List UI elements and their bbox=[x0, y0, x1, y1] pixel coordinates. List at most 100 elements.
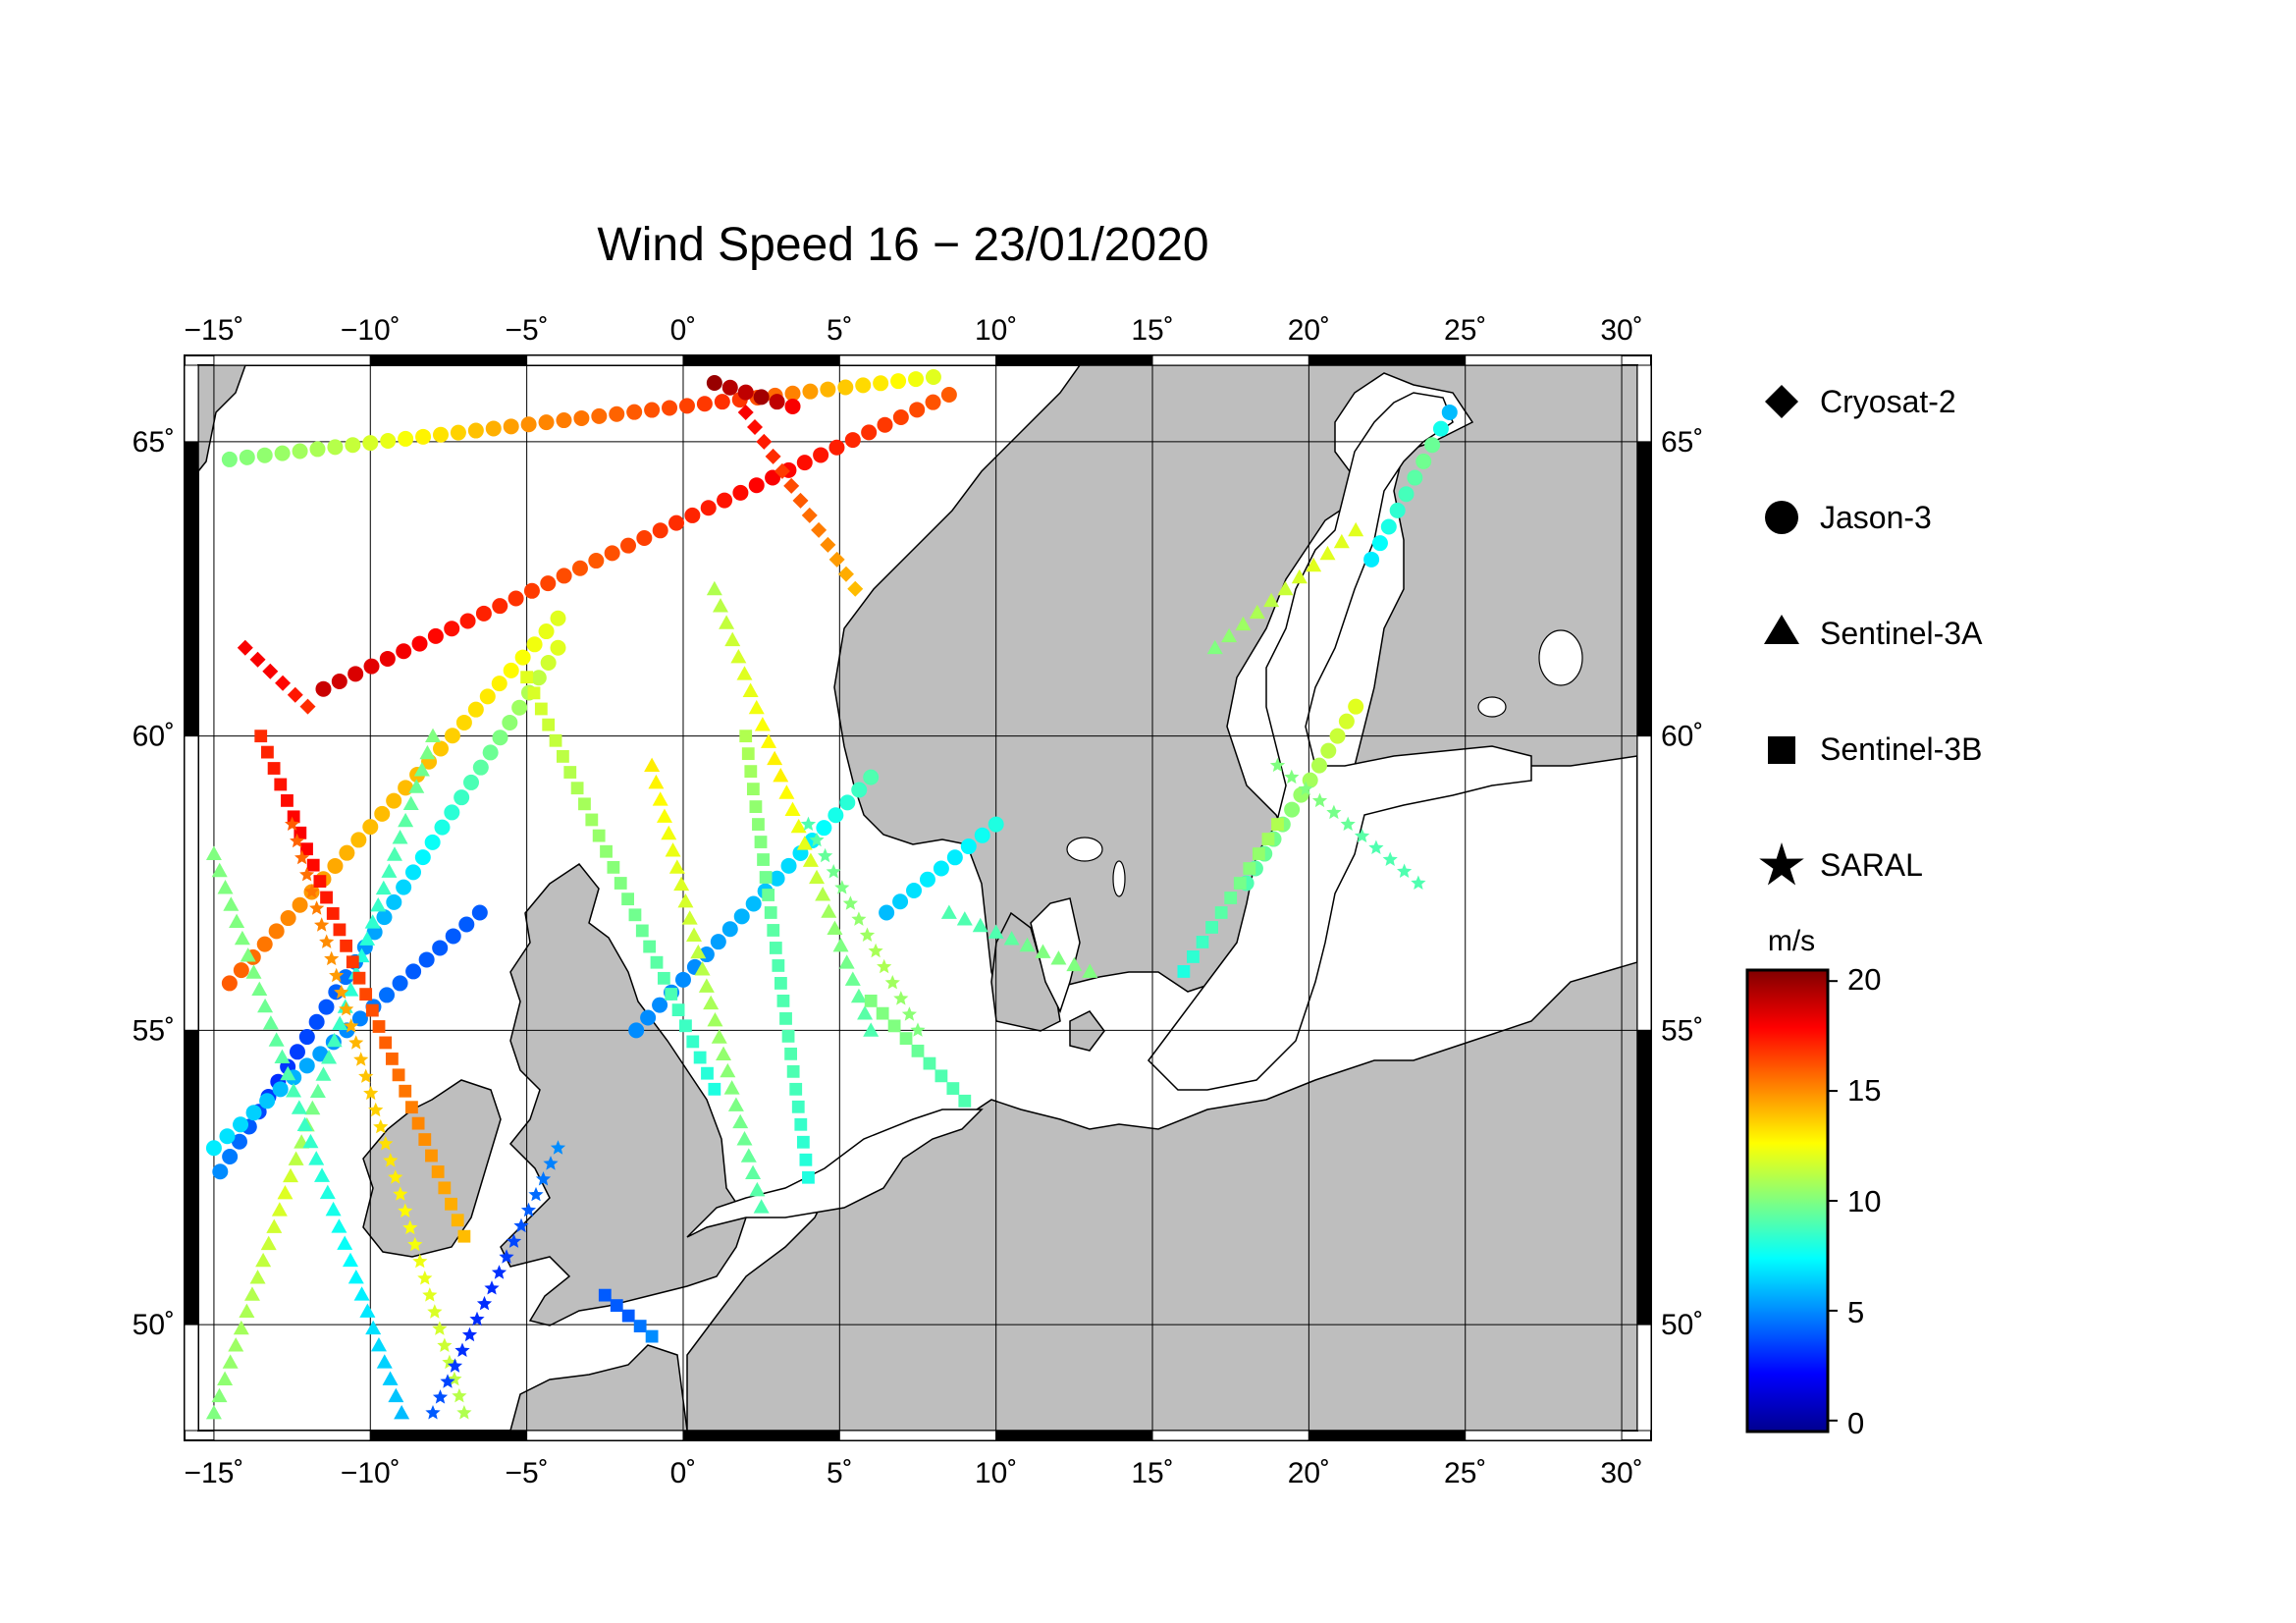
data-point-cryosat-2 bbox=[765, 448, 781, 464]
data-point-sentinel-3a bbox=[249, 1270, 266, 1284]
data-point-jason-3 bbox=[828, 439, 845, 456]
data-point-sentinel-3b bbox=[799, 1153, 813, 1166]
lon-tick-label-top: 15˚ bbox=[1131, 314, 1173, 347]
zealand-land bbox=[1069, 1010, 1105, 1052]
frame-bar-top bbox=[526, 354, 684, 366]
data-point-jason-3 bbox=[784, 398, 801, 414]
data-point-sentinel-3b bbox=[254, 730, 268, 743]
data-point-sentinel-3a bbox=[296, 1116, 313, 1132]
data-point-saral bbox=[535, 1171, 552, 1186]
data-point-jason-3 bbox=[233, 1116, 249, 1133]
data-point-sentinel-3a bbox=[1291, 568, 1308, 584]
data-point-sentinel-3b bbox=[578, 797, 591, 811]
data-point-sentinel-3a bbox=[419, 744, 436, 760]
data-point-cryosat-2 bbox=[820, 536, 836, 553]
data-point-saral bbox=[910, 1022, 926, 1037]
data-point-jason-3 bbox=[714, 394, 730, 410]
data-point-sentinel-3a bbox=[1348, 521, 1364, 537]
data-point-jason-3 bbox=[816, 820, 832, 837]
data-point-jason-3 bbox=[396, 643, 412, 660]
data-point-sentinel-3a bbox=[724, 631, 741, 647]
data-point-jason-3 bbox=[339, 844, 355, 861]
colorbar-tick-label: 20 bbox=[1847, 962, 1882, 997]
data-point-sentinel-3a bbox=[243, 1286, 260, 1301]
data-point-saral bbox=[393, 1186, 408, 1201]
triangle-icon bbox=[1764, 615, 1799, 644]
data-point-sentinel-3b bbox=[438, 1181, 452, 1195]
lon-tick-label-bottom: −5˚ bbox=[506, 1457, 549, 1489]
data-point-saral bbox=[520, 1202, 537, 1217]
legend-item-cryosat: Cryosat-2 bbox=[1757, 377, 1956, 426]
colorbar-ticks bbox=[1828, 980, 1838, 1422]
data-point-jason-3 bbox=[753, 389, 770, 406]
frame-bar-left bbox=[184, 1324, 199, 1432]
data-point-jason-3 bbox=[802, 383, 819, 400]
data-point-sentinel-3b bbox=[534, 702, 548, 716]
data-point-sentinel-3a bbox=[370, 896, 387, 912]
legend-item-jason: Jason-3 bbox=[1757, 493, 1932, 542]
data-point-sentinel-3b bbox=[784, 1047, 798, 1060]
data-point-sentinel-3a bbox=[268, 1032, 285, 1047]
data-point-jason-3 bbox=[380, 433, 397, 450]
data-point-sentinel-3b bbox=[340, 939, 353, 952]
data-point-sentinel-3b bbox=[754, 836, 768, 848]
data-point-saral bbox=[398, 1203, 413, 1217]
data-point-jason-3 bbox=[526, 636, 543, 653]
data-point-jason-3 bbox=[374, 805, 391, 822]
data-point-jason-3 bbox=[309, 441, 326, 458]
data-point-sentinel-3b bbox=[679, 1019, 692, 1033]
data-point-jason-3 bbox=[315, 680, 332, 697]
data-point-saral bbox=[1340, 816, 1356, 831]
data-point-jason-3 bbox=[591, 407, 608, 424]
data-point-jason-3 bbox=[974, 827, 990, 843]
data-point-jason-3 bbox=[879, 904, 895, 921]
frame-bar-bottom bbox=[1151, 1430, 1309, 1441]
data-point-saral bbox=[324, 950, 340, 966]
data-point-jason-3 bbox=[398, 780, 414, 796]
data-point-cryosat-2 bbox=[783, 477, 800, 494]
data-point-sentinel-3a bbox=[844, 971, 861, 986]
data-point-sentinel-3b bbox=[701, 1066, 714, 1080]
lon-tick-label-top: 10˚ bbox=[975, 314, 1017, 347]
data-point-sentinel-3a bbox=[690, 944, 707, 959]
iceland-land bbox=[198, 365, 246, 473]
data-point-sentinel-3a bbox=[314, 1167, 331, 1182]
data-point-sentinel-3a bbox=[720, 1062, 736, 1078]
data-point-sentinel-3a bbox=[280, 1065, 296, 1081]
data-point-sentinel-3a bbox=[790, 818, 807, 834]
lon-tick-label-bottom: 20˚ bbox=[1288, 1457, 1330, 1489]
data-point-cryosat-2 bbox=[747, 418, 764, 435]
data-point-jason-3 bbox=[892, 893, 909, 910]
data-point-sentinel-3b bbox=[399, 1084, 412, 1098]
data-point-sentinel-3a bbox=[388, 1387, 404, 1403]
data-point-jason-3 bbox=[298, 1057, 315, 1074]
data-point-saral bbox=[550, 1140, 566, 1155]
data-point-sentinel-3b bbox=[671, 1003, 685, 1017]
data-point-sentinel-3a bbox=[234, 930, 250, 946]
lon-tick-label-bottom: 15˚ bbox=[1131, 1457, 1173, 1489]
data-point-jason-3 bbox=[620, 537, 637, 554]
data-point-sentinel-3b bbox=[313, 875, 327, 888]
data-point-jason-3 bbox=[362, 819, 379, 836]
data-point-sentinel-3b bbox=[779, 1011, 792, 1025]
data-point-saral bbox=[417, 1271, 433, 1285]
data-point-jason-3 bbox=[1424, 437, 1441, 454]
data-point-saral bbox=[454, 1342, 470, 1357]
data-point-jason-3 bbox=[796, 455, 813, 471]
data-point-cryosat-2 bbox=[837, 566, 854, 582]
data-point-sentinel-3a bbox=[274, 1049, 291, 1064]
data-point-sentinel-3a bbox=[343, 982, 359, 997]
frame-bar-bottom bbox=[1308, 1430, 1467, 1441]
data-point-sentinel-3a bbox=[745, 1164, 762, 1180]
data-point-jason-3 bbox=[737, 384, 754, 401]
data-point-sentinel-3a bbox=[754, 717, 771, 731]
data-point-sentinel-3b bbox=[934, 1069, 948, 1083]
data-point-sentinel-3a bbox=[736, 1131, 753, 1146]
legend-symbols bbox=[1759, 385, 1804, 886]
data-point-jason-3 bbox=[219, 1128, 236, 1145]
data-point-sentinel-3b bbox=[802, 1170, 815, 1184]
data-point-sentinel-3a bbox=[778, 784, 795, 799]
frame-bar-bottom bbox=[1465, 1430, 1623, 1441]
data-point-jason-3 bbox=[292, 896, 308, 913]
tick-labels: −15˚ −15˚ −10˚ −10˚ −5˚ −5˚ 0˚ 0˚ 5˚ 5˚ 10˚ 10˚ 15˚ 1… bbox=[133, 314, 1704, 1489]
